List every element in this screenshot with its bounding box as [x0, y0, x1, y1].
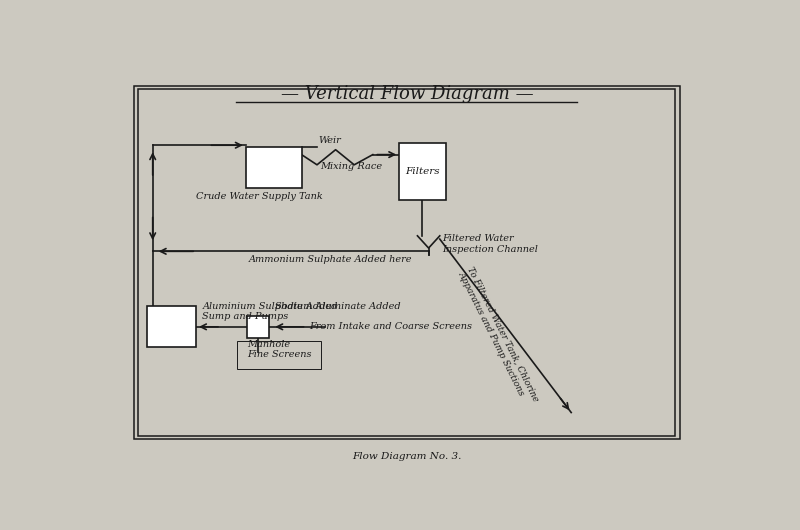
Text: — Vertical Flow Diagram —: — Vertical Flow Diagram —: [281, 85, 534, 103]
Text: Mixing Race: Mixing Race: [320, 162, 382, 171]
Text: Sodium Aluminate Added: Sodium Aluminate Added: [275, 302, 401, 311]
Text: Crude Water Supply Tank: Crude Water Supply Tank: [196, 192, 323, 201]
Text: Aluminium Sulphate Added: Aluminium Sulphate Added: [202, 302, 338, 311]
Text: Filtered Water
Inspection Channel: Filtered Water Inspection Channel: [442, 234, 538, 253]
Text: Weir: Weir: [318, 136, 341, 145]
Text: Manhole: Manhole: [247, 340, 290, 349]
Bar: [246, 147, 302, 188]
Text: Fine Screens: Fine Screens: [247, 350, 311, 359]
Bar: [146, 306, 196, 347]
Text: Flow Diagram No. 3.: Flow Diagram No. 3.: [352, 452, 462, 461]
Bar: [247, 315, 270, 338]
Text: Sump and Pumps: Sump and Pumps: [202, 312, 289, 321]
Bar: [399, 143, 446, 200]
Text: From Intake and Coarse Screens: From Intake and Coarse Screens: [310, 322, 473, 331]
Text: Filters: Filters: [405, 167, 440, 176]
Bar: [134, 86, 680, 439]
Text: Ammonium Sulphate Added here: Ammonium Sulphate Added here: [249, 254, 412, 263]
Text: To Filtered Water Tank, Chlorine
Apparatus and Pump Suctions: To Filtered Water Tank, Chlorine Apparat…: [457, 266, 541, 408]
Bar: [138, 89, 675, 436]
